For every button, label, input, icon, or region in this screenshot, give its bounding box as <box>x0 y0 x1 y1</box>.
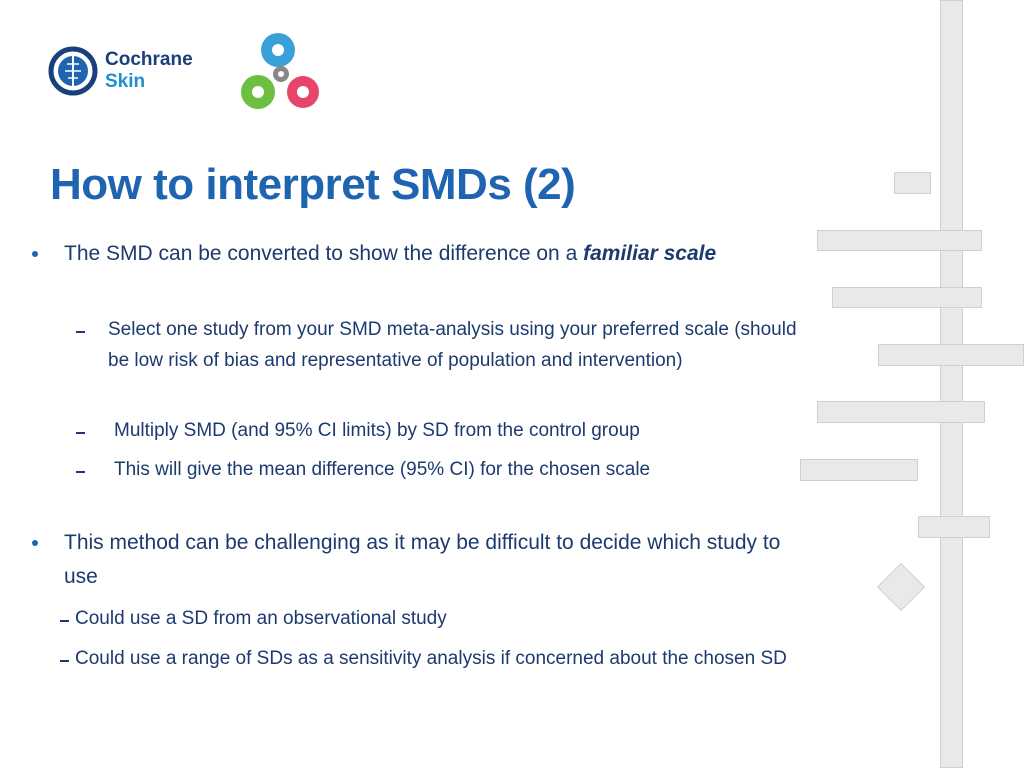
bullet: The SMD can be converted to show the dif… <box>64 237 804 271</box>
deco-diamond <box>876 562 926 612</box>
deco-bar <box>832 287 982 308</box>
bullet: This method can be challenging as it may… <box>64 531 781 588</box>
deco-bar <box>878 344 1024 366</box>
deco-bar <box>918 516 990 538</box>
sub-bullet: Select one study from your SMD meta-anal… <box>108 319 797 371</box>
dash-marker <box>60 620 69 622</box>
dash-marker <box>76 432 85 434</box>
logo-line: Skin <box>105 71 146 92</box>
dash-marker <box>60 660 69 662</box>
sub-bullet: Could use a SD from an observational stu… <box>75 608 447 629</box>
vertical-bar <box>940 0 963 768</box>
deco-bar <box>817 230 982 251</box>
bullet-marker <box>32 540 38 546</box>
logo-icon <box>48 46 98 96</box>
sub-bullet: This will give the mean difference (95% … <box>114 459 651 480</box>
gears-logo <box>241 33 319 109</box>
logo-line: Cochrane <box>105 49 193 70</box>
dash-marker <box>76 331 85 333</box>
sub-bullet: Multiply SMD (and 95% CI limits) by SD f… <box>114 420 640 441</box>
bullet-marker <box>32 251 38 257</box>
slide-title: How to interpret SMDs (2) <box>50 160 576 209</box>
bullet-text: The SMD can be converted to show the dif… <box>64 242 578 265</box>
deco-bar <box>894 172 931 194</box>
deco-bar <box>817 401 985 423</box>
dash-marker <box>76 471 85 473</box>
deco-bar <box>800 459 918 481</box>
sub-bullet: Could use a range of SDs as a sensitivit… <box>75 648 787 669</box>
bullet-emphasis: familiar scale <box>583 242 717 265</box>
logo-text: Cochrane Skin <box>105 49 193 93</box>
